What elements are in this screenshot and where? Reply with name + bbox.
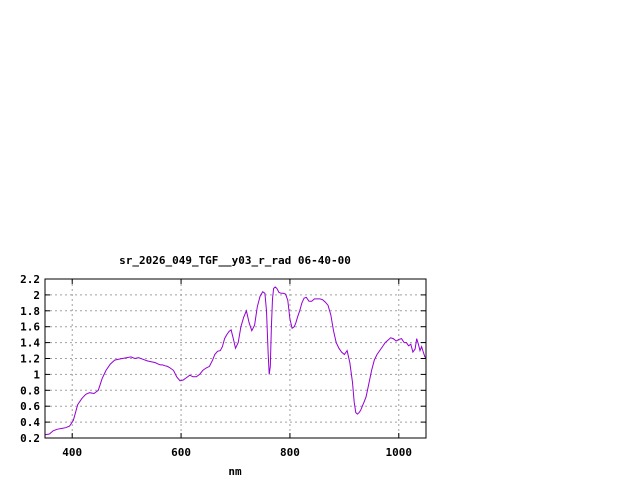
y-tick-label: 2 xyxy=(33,289,40,302)
y-tick-label: 1.8 xyxy=(20,305,40,318)
y-tick-label: 0.8 xyxy=(20,384,40,397)
x-tick-label: 400 xyxy=(62,446,82,459)
x-tick-label: 1000 xyxy=(386,446,413,459)
y-tick-label: 1.2 xyxy=(20,353,40,366)
y-tick-label: 0.6 xyxy=(20,400,40,413)
y-tick-label: 0.2 xyxy=(20,432,40,445)
series-layer xyxy=(44,286,427,436)
x-axis-label: nm xyxy=(228,465,242,478)
y-tick-label: 0.4 xyxy=(20,416,40,429)
x-tick-label: 600 xyxy=(171,446,191,459)
y-tick-label: 1 xyxy=(33,368,40,381)
spectrum-line xyxy=(44,286,427,436)
y-tick-label: 2.2 xyxy=(20,273,40,286)
grid-layer xyxy=(45,279,426,438)
tick-label-layer: 0.2 0.4 0.6 0.8 1 1.2 1.4 1.6 1.8 2 2.2 400 600 800 10… xyxy=(20,273,412,459)
y-tick-label: 1.6 xyxy=(20,321,40,334)
chart-title: sr_2026_049_TGF__y03_r_rad 06-40-00 xyxy=(119,254,351,267)
x-tick-label: 800 xyxy=(280,446,300,459)
plot-frame xyxy=(44,278,427,439)
y-tick-label: 1.4 xyxy=(20,337,40,350)
